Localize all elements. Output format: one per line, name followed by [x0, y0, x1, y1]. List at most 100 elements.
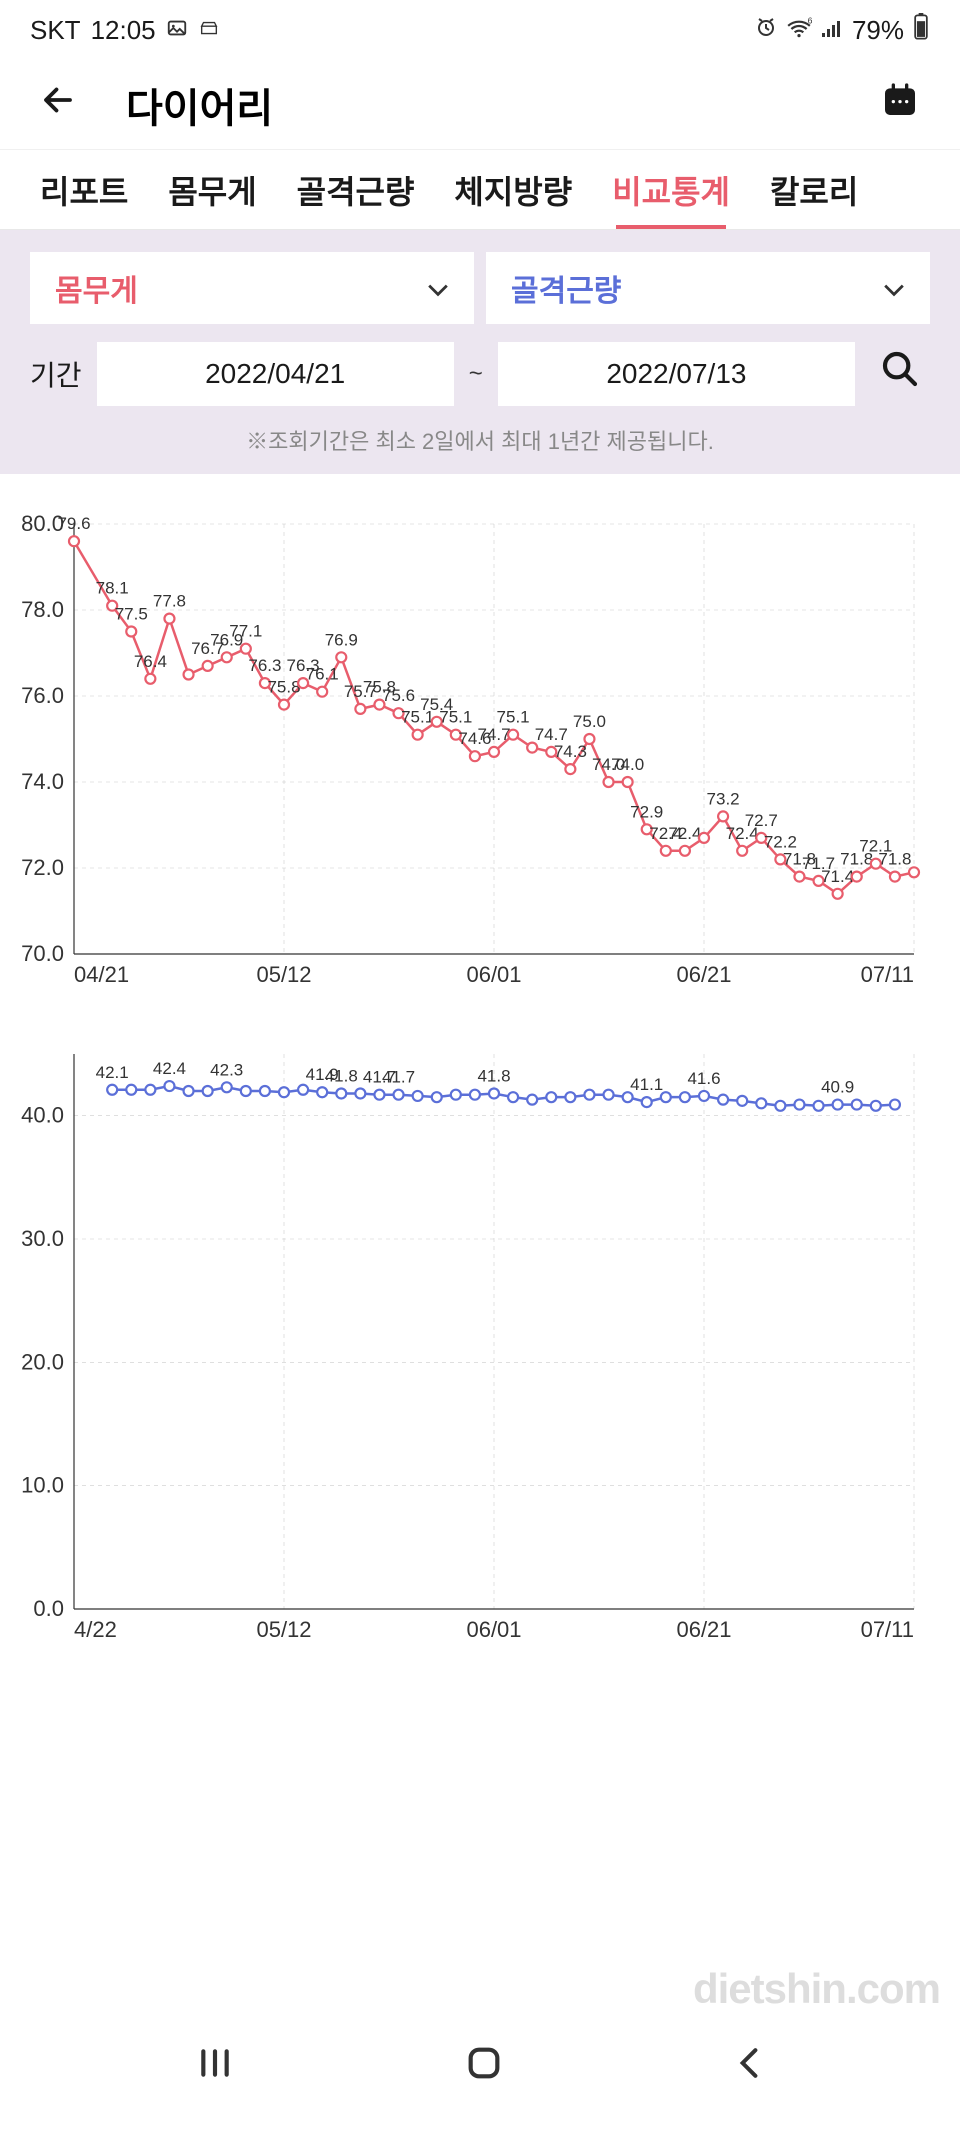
svg-text:40.9: 40.9 [821, 1078, 854, 1097]
chevron-down-icon [883, 273, 905, 304]
svg-text:75.1: 75.1 [497, 708, 530, 727]
svg-text:78.0: 78.0 [21, 597, 64, 622]
back-nav-button[interactable] [733, 2043, 765, 2094]
date-range-label: 기간 [30, 354, 82, 394]
svg-text:41.7: 41.7 [382, 1068, 415, 1087]
alarm-icon [754, 15, 778, 46]
muscle-chart: 0.0 10.0 20.0 30.0 40.0 4/22 05/12 06/01 06/21 07… [14, 1034, 936, 1654]
svg-text:06/21: 06/21 [676, 1617, 731, 1642]
svg-text:74.7: 74.7 [477, 725, 510, 744]
svg-text:72.4: 72.4 [668, 824, 701, 843]
recent-apps-button[interactable] [195, 2043, 235, 2094]
status-left: SKT 12:05 [30, 15, 220, 46]
svg-text:04/21: 04/21 [74, 962, 129, 987]
svg-text:74.0: 74.0 [611, 755, 644, 774]
svg-text:07/11: 07/11 [861, 962, 914, 987]
image-icon [166, 15, 188, 46]
back-button[interactable] [30, 72, 86, 138]
svg-text:05/12: 05/12 [256, 962, 311, 987]
chevron-down-icon [427, 273, 449, 304]
svg-text:40.0: 40.0 [21, 1103, 64, 1128]
filter-note: ※조회기간은 최소 2일에서 최대 1년간 제공됩니다. [30, 424, 930, 456]
svg-text:70.0: 70.0 [21, 941, 64, 966]
svg-text:77.1: 77.1 [229, 622, 262, 641]
battery-icon [912, 13, 930, 48]
wifi-icon: 6 [786, 15, 812, 46]
calendar-button[interactable] [870, 70, 930, 140]
app-icon [198, 15, 220, 46]
svg-text:76.1: 76.1 [306, 665, 339, 684]
svg-text:72.7: 72.7 [745, 811, 778, 830]
svg-text:41.1: 41.1 [630, 1075, 663, 1094]
tab-bar: 리포트몸무게골격근량체지방량비교통계칼로리 [0, 150, 960, 230]
tab-5[interactable]: 칼로리 [750, 150, 878, 229]
svg-text:76.9: 76.9 [325, 630, 358, 649]
svg-text:05/12: 05/12 [256, 1617, 311, 1642]
svg-text:78.1: 78.1 [96, 579, 129, 598]
svg-text:79.6: 79.6 [57, 514, 90, 533]
date-to-value: 2022/07/13 [606, 358, 746, 390]
system-nav-bar [0, 2003, 960, 2133]
svg-text:42.3: 42.3 [210, 1060, 243, 1079]
charts-area: 70.072.074.076.078.080.004/2105/1206/010… [0, 474, 960, 1654]
svg-text:76.4: 76.4 [134, 652, 167, 671]
svg-text:41.6: 41.6 [687, 1069, 720, 1088]
status-time: 12:05 [91, 15, 156, 46]
carrier-label: SKT [30, 15, 81, 46]
battery-label: 79% [852, 15, 904, 46]
svg-text:0.0: 0.0 [33, 1596, 64, 1621]
svg-text:6: 6 [808, 17, 812, 26]
status-bar: SKT 12:05 6 79% [0, 0, 960, 60]
metric2-label: 골격근량 [511, 266, 621, 310]
svg-text:76.3: 76.3 [248, 656, 281, 675]
app-header: 다이어리 [0, 60, 960, 150]
metric1-dropdown[interactable]: 몸무게 [30, 252, 474, 324]
date-separator: ~ [469, 360, 483, 388]
page-title: 다이어리 [126, 76, 870, 134]
svg-text:42.4: 42.4 [153, 1059, 186, 1078]
svg-text:4/22: 4/22 [74, 1617, 117, 1642]
tab-1[interactable]: 몸무게 [148, 150, 276, 229]
svg-text:75.1: 75.1 [439, 708, 472, 727]
svg-text:73.2: 73.2 [707, 789, 740, 808]
svg-text:74.7: 74.7 [535, 725, 568, 744]
filter-panel: 몸무게 골격근량 기간 2022/04/21 ~ 2022/07/13 ※조회기… [0, 230, 960, 474]
status-right: 6 79% [754, 13, 930, 48]
svg-text:74.3: 74.3 [554, 742, 587, 761]
svg-text:20.0: 20.0 [21, 1349, 64, 1374]
svg-text:06/01: 06/01 [466, 962, 521, 987]
svg-text:72.0: 72.0 [21, 855, 64, 880]
svg-text:71.4: 71.4 [821, 867, 854, 886]
home-button[interactable] [464, 2043, 504, 2094]
metric1-label: 몸무게 [55, 266, 138, 310]
svg-text:72.9: 72.9 [630, 802, 663, 821]
svg-text:07/11: 07/11 [861, 1617, 914, 1642]
svg-text:77.8: 77.8 [153, 592, 186, 611]
tab-3[interactable]: 체지방량 [434, 150, 592, 229]
weight-chart: 70.072.074.076.078.080.004/2105/1206/010… [14, 494, 936, 1004]
svg-text:76.0: 76.0 [21, 683, 64, 708]
svg-text:75.6: 75.6 [382, 686, 415, 705]
svg-text:06/21: 06/21 [676, 962, 731, 987]
metric2-dropdown[interactable]: 골격근량 [486, 252, 930, 324]
svg-text:75.0: 75.0 [573, 712, 606, 731]
svg-text:74.0: 74.0 [21, 769, 64, 794]
date-to-input[interactable]: 2022/07/13 [498, 342, 855, 406]
svg-text:10.0: 10.0 [21, 1473, 64, 1498]
svg-text:42.1: 42.1 [96, 1063, 129, 1082]
svg-text:06/01: 06/01 [466, 1617, 521, 1642]
svg-text:41.8: 41.8 [325, 1066, 358, 1085]
tab-4[interactable]: 비교통계 [592, 150, 750, 229]
tab-0[interactable]: 리포트 [20, 150, 148, 229]
date-from-input[interactable]: 2022/04/21 [97, 342, 454, 406]
signal-icon [820, 15, 844, 46]
search-button[interactable] [870, 339, 930, 409]
svg-text:75.8: 75.8 [267, 678, 300, 697]
svg-text:71.8: 71.8 [878, 850, 911, 869]
svg-text:41.8: 41.8 [477, 1066, 510, 1085]
tab-2[interactable]: 골격근량 [277, 150, 435, 229]
date-from-value: 2022/04/21 [205, 358, 345, 390]
svg-text:77.5: 77.5 [115, 605, 148, 624]
svg-text:72.2: 72.2 [764, 832, 797, 851]
svg-text:30.0: 30.0 [21, 1226, 64, 1251]
